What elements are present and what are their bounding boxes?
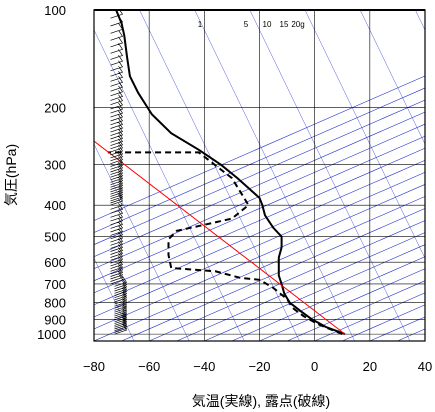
isotherm-line bbox=[94, 159, 425, 306]
x-tick-label: 0 bbox=[311, 359, 318, 374]
x-tick-label: −40 bbox=[193, 359, 215, 374]
y-tick-label: 700 bbox=[44, 277, 66, 292]
isotherm-line bbox=[259, 268, 425, 341]
isotherm-line bbox=[94, 99, 425, 245]
mixing-ratio-label: 15 bbox=[280, 20, 289, 29]
adiabat-line bbox=[359, 10, 425, 145]
isotherm-line bbox=[94, 135, 425, 282]
series-layer bbox=[94, 10, 346, 336]
adiabat-line bbox=[249, 10, 411, 341]
x-tick-labels: −80 −60 −40 −20 0 20 40 bbox=[83, 359, 432, 374]
wind-barbs bbox=[110, 10, 128, 335]
mixing-ratio-label: 1 bbox=[198, 20, 203, 29]
y-tick-label: 600 bbox=[44, 255, 66, 270]
isotherm-line bbox=[94, 111, 425, 257]
isotherm-line bbox=[94, 87, 425, 233]
mixing-ratio-label: 5 bbox=[244, 20, 249, 29]
mixing-ratio-label: 10 bbox=[263, 20, 272, 29]
isotherm-line bbox=[286, 280, 425, 341]
x-tick-label: −60 bbox=[138, 359, 160, 374]
isotherm-line bbox=[94, 184, 425, 330]
adiabat-line bbox=[94, 257, 135, 341]
y-axis-title: 気圧(hPa) bbox=[3, 144, 19, 206]
parcel-line bbox=[94, 140, 346, 335]
isotherm-line bbox=[94, 171, 425, 318]
y-tick-label: 800 bbox=[44, 296, 66, 311]
isotherm-line bbox=[149, 220, 425, 341]
isotherm-line bbox=[204, 244, 425, 341]
isotherm-line bbox=[94, 75, 425, 221]
y-tick-label: 300 bbox=[44, 158, 66, 173]
skewed-isotherms bbox=[94, 10, 425, 341]
isotherm-line bbox=[121, 208, 425, 341]
x-tick-label: −20 bbox=[248, 359, 270, 374]
y-tick-label: 200 bbox=[44, 101, 66, 116]
adiabat-line bbox=[304, 10, 425, 259]
y-tick-label: 400 bbox=[44, 198, 66, 213]
isotherm-line bbox=[176, 232, 425, 341]
y-tick-label: 1000 bbox=[37, 327, 66, 342]
y-tick-label: 500 bbox=[44, 230, 66, 245]
mixing-ratio-labels: 1 5 10 15 20g bbox=[198, 20, 305, 29]
x-axis-title: 気温(実線), 露点(破線) bbox=[192, 393, 330, 409]
isotherm-line bbox=[94, 147, 425, 294]
isotherm-line bbox=[94, 123, 425, 270]
y-tick-label: 900 bbox=[44, 312, 66, 327]
y-tick-label: 100 bbox=[44, 3, 66, 18]
adiabat-line bbox=[194, 10, 355, 341]
adiabat-line bbox=[94, 143, 190, 341]
isotherm-line bbox=[424, 340, 425, 341]
x-tick-label: 40 bbox=[418, 359, 432, 374]
mixing-ratio-label: 20g bbox=[291, 20, 304, 29]
adiabat-line bbox=[139, 10, 300, 341]
wind-barb-group bbox=[110, 10, 128, 335]
x-tick-label: −80 bbox=[83, 359, 105, 374]
x-tick-label: 20 bbox=[363, 359, 377, 374]
isotherm-line bbox=[94, 196, 425, 341]
isotherm-line bbox=[231, 256, 425, 341]
